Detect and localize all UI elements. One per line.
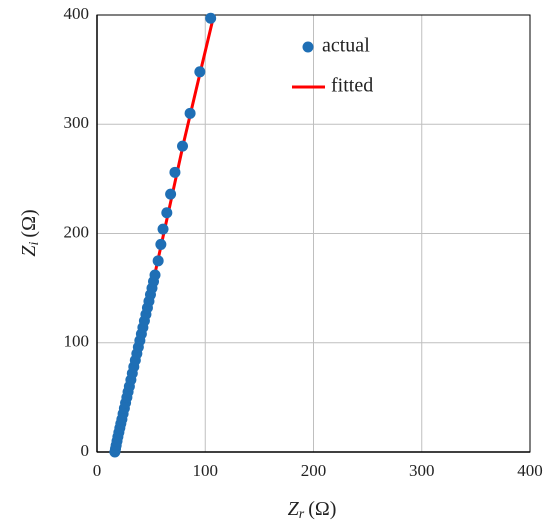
x-axis-subscript: r [299,507,305,522]
x-tick-label: 0 [93,461,102,480]
y-tick-label: 100 [64,332,90,351]
data-point [169,166,181,178]
legend-label: actual [322,35,370,57]
data-point [149,269,161,281]
data-point [157,223,169,235]
x-tick-label: 100 [193,461,219,480]
y-tick-label: 200 [64,222,90,241]
x-tick-label: 200 [301,461,327,480]
y-axis-title: Zi (Ω) [18,209,43,256]
data-point [205,12,217,24]
x-axis-symbol: Z [288,498,300,520]
y-tick-label: 300 [64,113,90,132]
y-tick-label: 400 [64,4,90,23]
x-tick-label: 400 [517,461,543,480]
data-point [161,207,173,219]
y-axis-subscript: i [27,241,42,245]
x-axis-title: Zr (Ω) [288,498,337,523]
legend-marker [302,41,314,53]
data-point [194,66,206,78]
x-tick-label: 300 [409,461,435,480]
y-tick-label: 0 [81,441,90,460]
data-point [177,140,189,152]
data-point [184,107,196,119]
y-axis-symbol: Z [18,245,40,257]
y-axis-unit: (Ω) [18,209,40,237]
legend-label: fitted [331,75,373,97]
data-point [152,255,164,267]
x-axis-unit: (Ω) [308,498,336,520]
data-point [155,238,167,250]
data-point [165,188,177,200]
